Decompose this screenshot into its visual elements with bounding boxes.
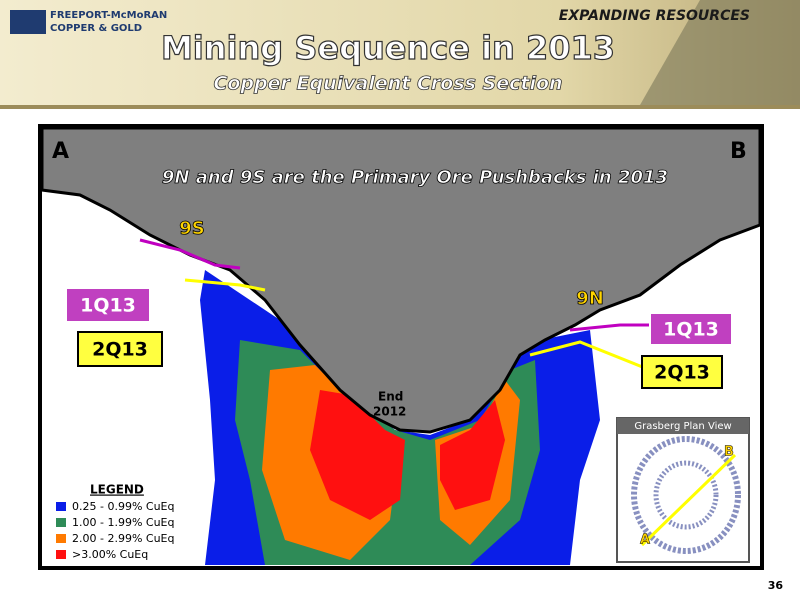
header-rule	[0, 105, 800, 109]
inset-title: Grasberg Plan View	[634, 421, 731, 432]
pushback-label: 9S	[179, 218, 205, 239]
callout: 1Q13	[663, 319, 719, 341]
pit	[40, 126, 762, 434]
slide-subtitle: Copper Equivalent Cross Section	[213, 73, 562, 95]
callout: 1Q13	[80, 295, 136, 317]
section-end: B	[730, 139, 747, 164]
section-line	[640, 453, 737, 547]
pushback-line	[139, 238, 241, 270]
callout: 2Q13	[92, 339, 148, 361]
pushback-label: 9N	[576, 288, 604, 309]
callout-box	[77, 331, 163, 367]
legend-label: >3.00% CuEq	[72, 548, 148, 561]
slide-title: Mining Sequence in 2013	[161, 29, 615, 67]
pushback-line	[569, 323, 660, 332]
legend-label: 2.00 - 2.99% CuEq	[72, 532, 174, 545]
legend-swatch	[56, 518, 66, 527]
logo	[10, 10, 46, 34]
end-label: End	[378, 390, 403, 404]
legend-title: LEGEND	[90, 483, 144, 497]
pit-plan	[653, 460, 719, 530]
page-number: 36	[768, 579, 784, 592]
legend-label: 1.00 - 1.99% CuEq	[72, 516, 174, 529]
pushback-line	[529, 340, 651, 372]
callout-box	[65, 287, 151, 323]
inset-end: B	[724, 445, 734, 460]
pushback-line	[184, 278, 266, 292]
callout-box	[641, 355, 723, 389]
section-end: A	[52, 139, 69, 164]
inset-header	[617, 418, 749, 434]
end-label: 2012	[373, 405, 406, 419]
callout: 2Q13	[654, 362, 710, 384]
company-name: COPPER & GOLD	[50, 23, 142, 34]
company-name: FREEPORT-McMoRAN	[50, 10, 167, 21]
legend-label: 0.25 - 0.99% CuEq	[72, 500, 174, 513]
tagline: EXPANDING RESOURCES	[559, 8, 750, 24]
callout-box	[649, 312, 733, 346]
inset-end: A	[640, 533, 650, 548]
pit-plan	[631, 436, 741, 554]
header-photo	[640, 0, 800, 105]
legend-swatch	[56, 502, 66, 511]
ore-top	[440, 400, 505, 510]
legend-swatch	[56, 534, 66, 543]
headline: 9N and 9S are the Primary Ore Pushbacks …	[162, 167, 668, 188]
ore-top	[310, 390, 405, 520]
legend-swatch	[56, 550, 66, 559]
